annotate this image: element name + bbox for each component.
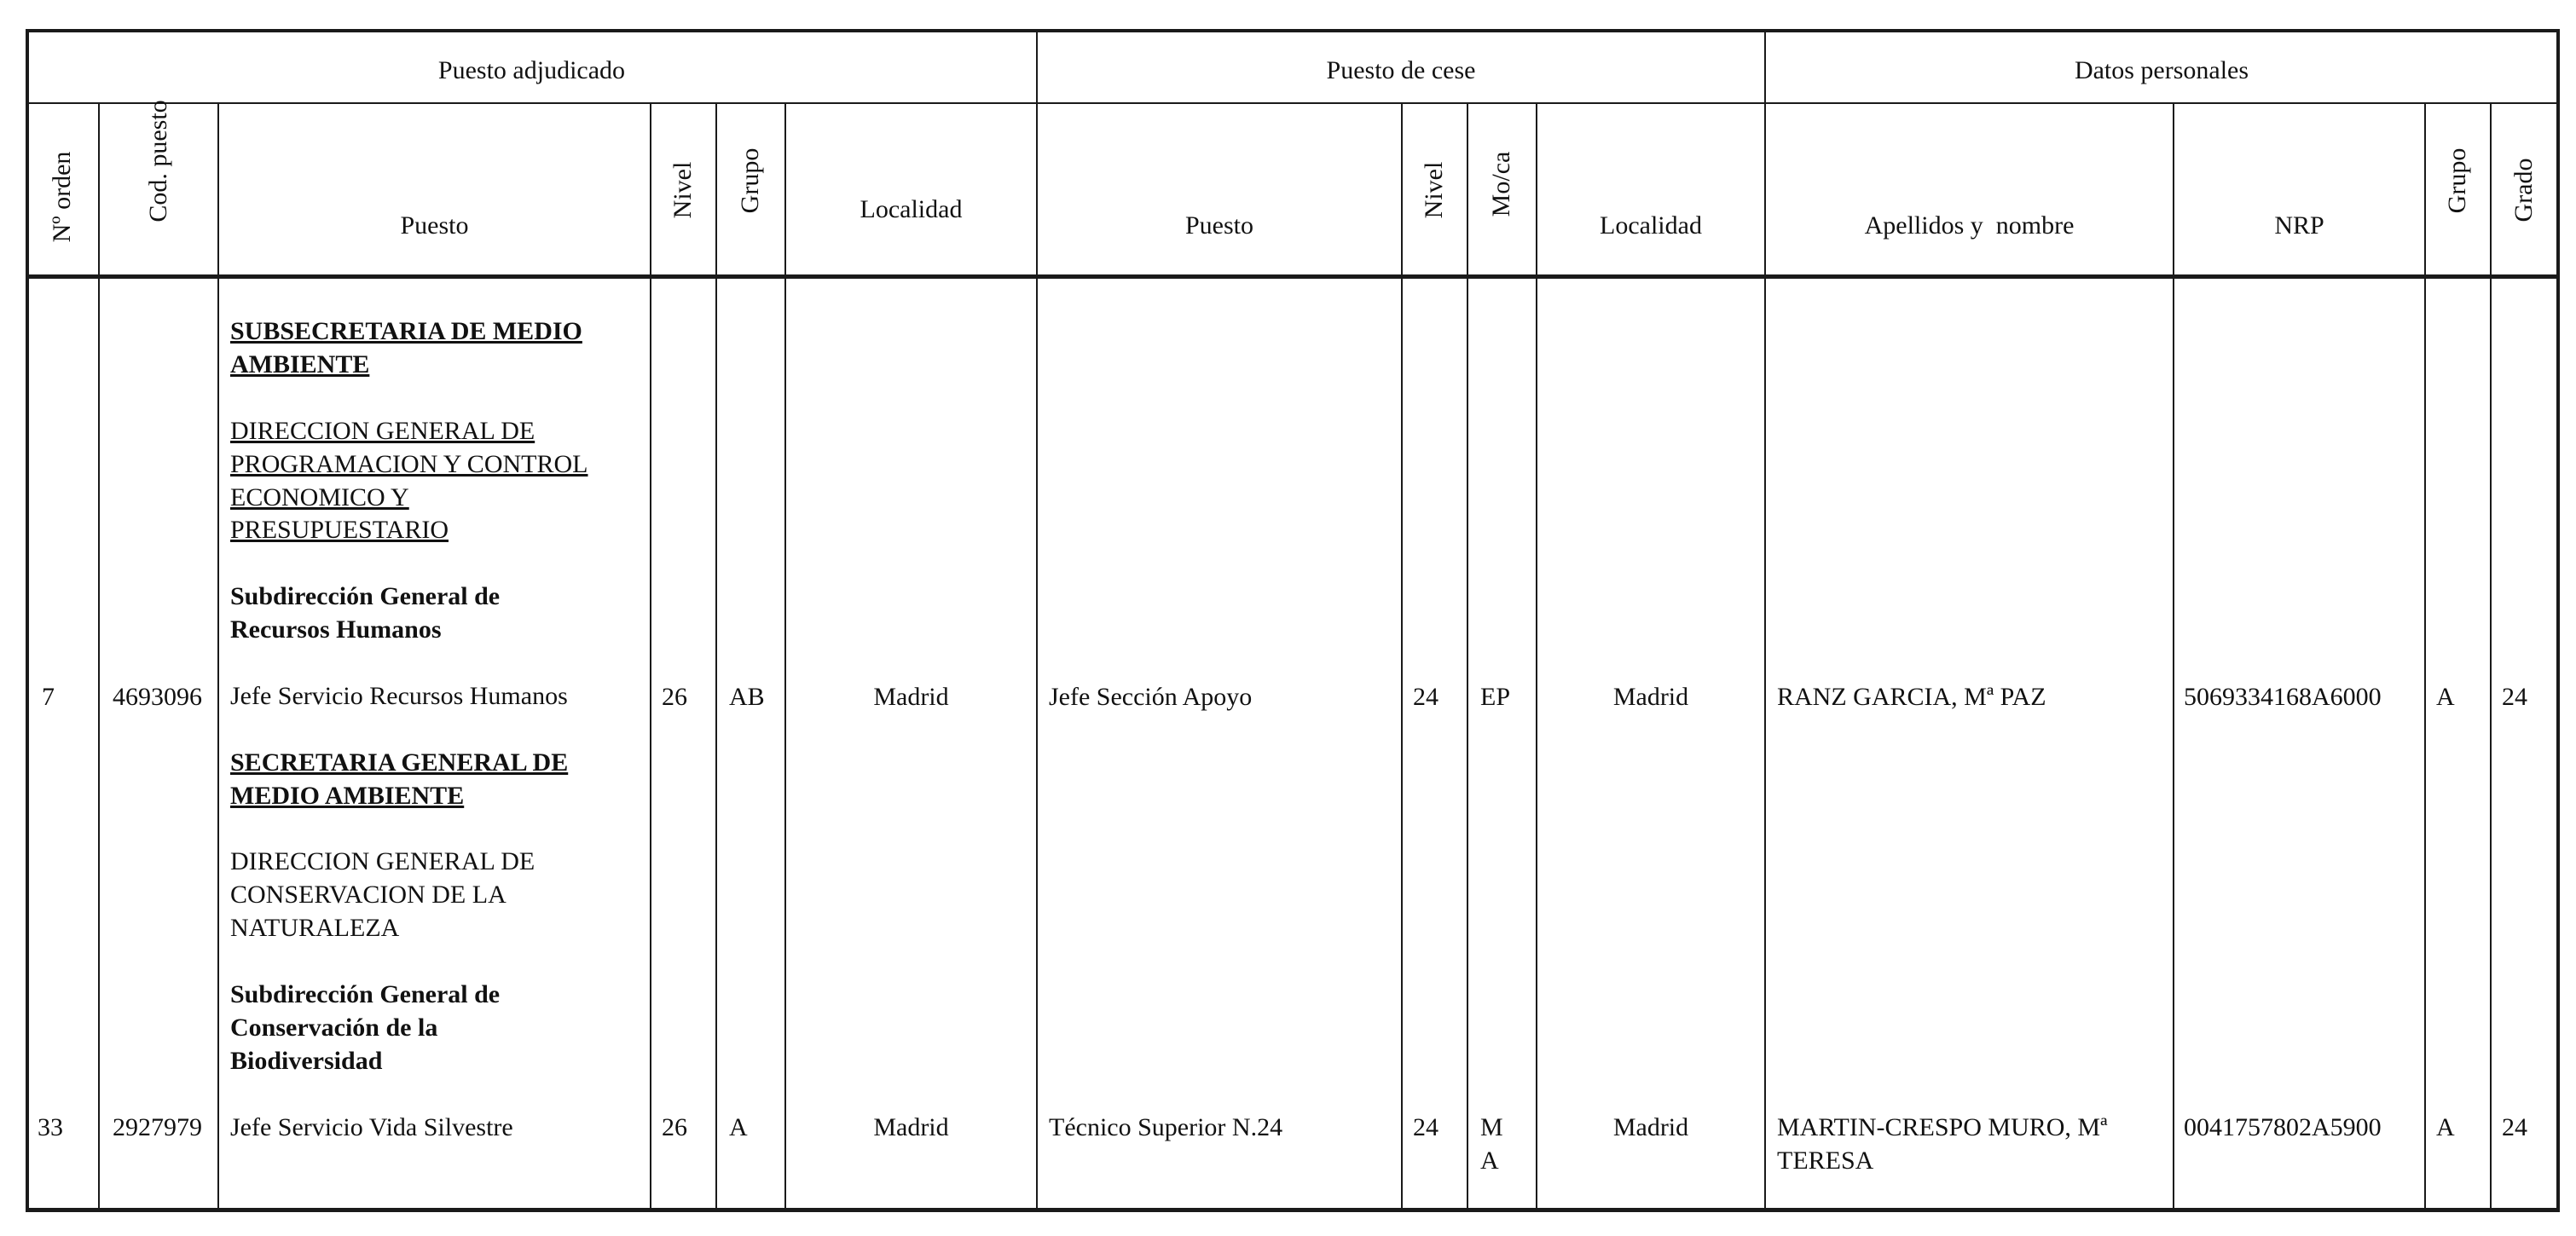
unit-subdireccion-biodiversidad: Subdirección General de Conservación de l… — [230, 980, 501, 1075]
column-divider — [1467, 102, 1468, 1210]
cell-cese-localidad: Madrid — [1612, 1113, 1689, 1141]
unit-secretaria-general: SECRETARIA GENERAL DE MEDIO AMBIENTE — [230, 748, 569, 810]
header-bottom-divider — [26, 274, 2560, 279]
group-header-adjudicado: Puesto adjudicado — [437, 56, 626, 84]
header-cod-puesto: Cod. puesto — [144, 100, 172, 222]
header-puesto: Puesto — [400, 211, 469, 240]
header-nrp: NRP — [2274, 211, 2324, 240]
cell-cese-puesto: Técnico Superior N.24 — [1049, 1113, 1283, 1141]
cell-dp-grupo: A — [2436, 1113, 2455, 1141]
puesto-column: SUBSECRETARIA DE MEDIO AMBIENTE DIRECCION… — [230, 315, 640, 1177]
cell-nrp: 0041757802A5900 — [2184, 1113, 2382, 1141]
cell-cese-moca: EP — [1480, 683, 1511, 711]
column-divider — [1401, 102, 1403, 1210]
cell-cod-puesto: 4693096 — [113, 683, 202, 711]
header-localidad: Localidad — [860, 195, 963, 223]
cell-cese-moca: M A — [1480, 1113, 1503, 1175]
cell-dp-grado: 24 — [2502, 683, 2527, 711]
column-divider — [650, 102, 651, 1210]
group-header-cese: Puesto de cese — [1326, 56, 1476, 84]
column-divider — [784, 102, 786, 1210]
cell-orden: 33 — [38, 1113, 63, 1141]
table-bottom-border — [26, 1208, 2560, 1212]
table-left-border — [26, 29, 29, 1212]
cell-cese-puesto: Jefe Sección Apoyo — [1049, 683, 1253, 711]
cell-cod-puesto: 2927979 — [113, 1113, 202, 1141]
header-grupo: Grupo — [736, 147, 764, 214]
header-dp-grado: Grado — [2509, 158, 2538, 222]
cell-nivel: 26 — [662, 683, 687, 711]
unit-direccion-programacion: DIRECCION GENERAL DE PROGRAMACION Y CONTR… — [230, 416, 588, 545]
column-divider — [2490, 102, 2492, 1210]
column-divider — [715, 102, 717, 1210]
unit-subsecretaria: SUBSECRETARIA DE MEDIO AMBIENTE — [230, 317, 582, 378]
row-1-puesto: Jefe Servicio Recursos Humanos — [230, 681, 568, 710]
header-cese-nivel: Nivel — [1420, 161, 1448, 219]
column-divider — [1536, 102, 1537, 1210]
header-cese-moca: Mo/ca — [1487, 151, 1515, 217]
cell-cese-nivel: 24 — [1413, 683, 1439, 711]
row-2-puesto: Jefe Servicio Vida Silvestre — [230, 1112, 513, 1141]
cell-grupo: AB — [729, 683, 765, 711]
header-cese-localidad: Localidad — [1600, 211, 1702, 240]
unit-subdireccion-rrhh: Subdirección General de Recursos Humanos — [230, 582, 501, 644]
header-nivel: Nivel — [669, 161, 697, 219]
cell-dp-grupo: A — [2436, 683, 2455, 711]
column-divider — [2424, 102, 2426, 1210]
cell-cese-localidad: Madrid — [1612, 683, 1689, 711]
cell-nrp: 5069334168A6000 — [2184, 683, 2382, 711]
header-cese-puesto: Puesto — [1184, 211, 1253, 240]
cell-apellidos: RANZ GARCIA, Mª PAZ — [1777, 683, 2046, 711]
cell-orden: 7 — [42, 683, 55, 711]
column-divider — [217, 102, 219, 1210]
cell-apellidos: MARTIN-CRESPO MURO, Mª TERESA — [1777, 1113, 2108, 1175]
group-header-personales: Datos personales — [2074, 56, 2249, 84]
column-divider — [98, 102, 100, 1210]
cell-cese-nivel: 24 — [1413, 1113, 1439, 1141]
group-header-divider — [26, 102, 2560, 104]
table-top-border — [26, 29, 2560, 32]
column-divider — [1036, 29, 1038, 1212]
cell-localidad: Madrid — [873, 683, 949, 711]
header-apellidos: Apellidos y nombre — [1864, 211, 2075, 240]
cell-grupo: A — [729, 1113, 748, 1141]
header-orden: Nº orden — [48, 151, 76, 243]
unit-direccion-conservacion: DIRECCION GENERAL DE CONSERVACION DE LA NA… — [230, 847, 535, 943]
cell-nivel: 26 — [662, 1113, 687, 1141]
column-divider — [1764, 29, 1766, 1212]
header-dp-grupo: Grupo — [2443, 147, 2471, 214]
cell-localidad: Madrid — [873, 1113, 949, 1141]
column-divider — [2173, 102, 2174, 1210]
cell-dp-grado: 24 — [2502, 1113, 2527, 1141]
table-right-border — [2556, 29, 2560, 1212]
